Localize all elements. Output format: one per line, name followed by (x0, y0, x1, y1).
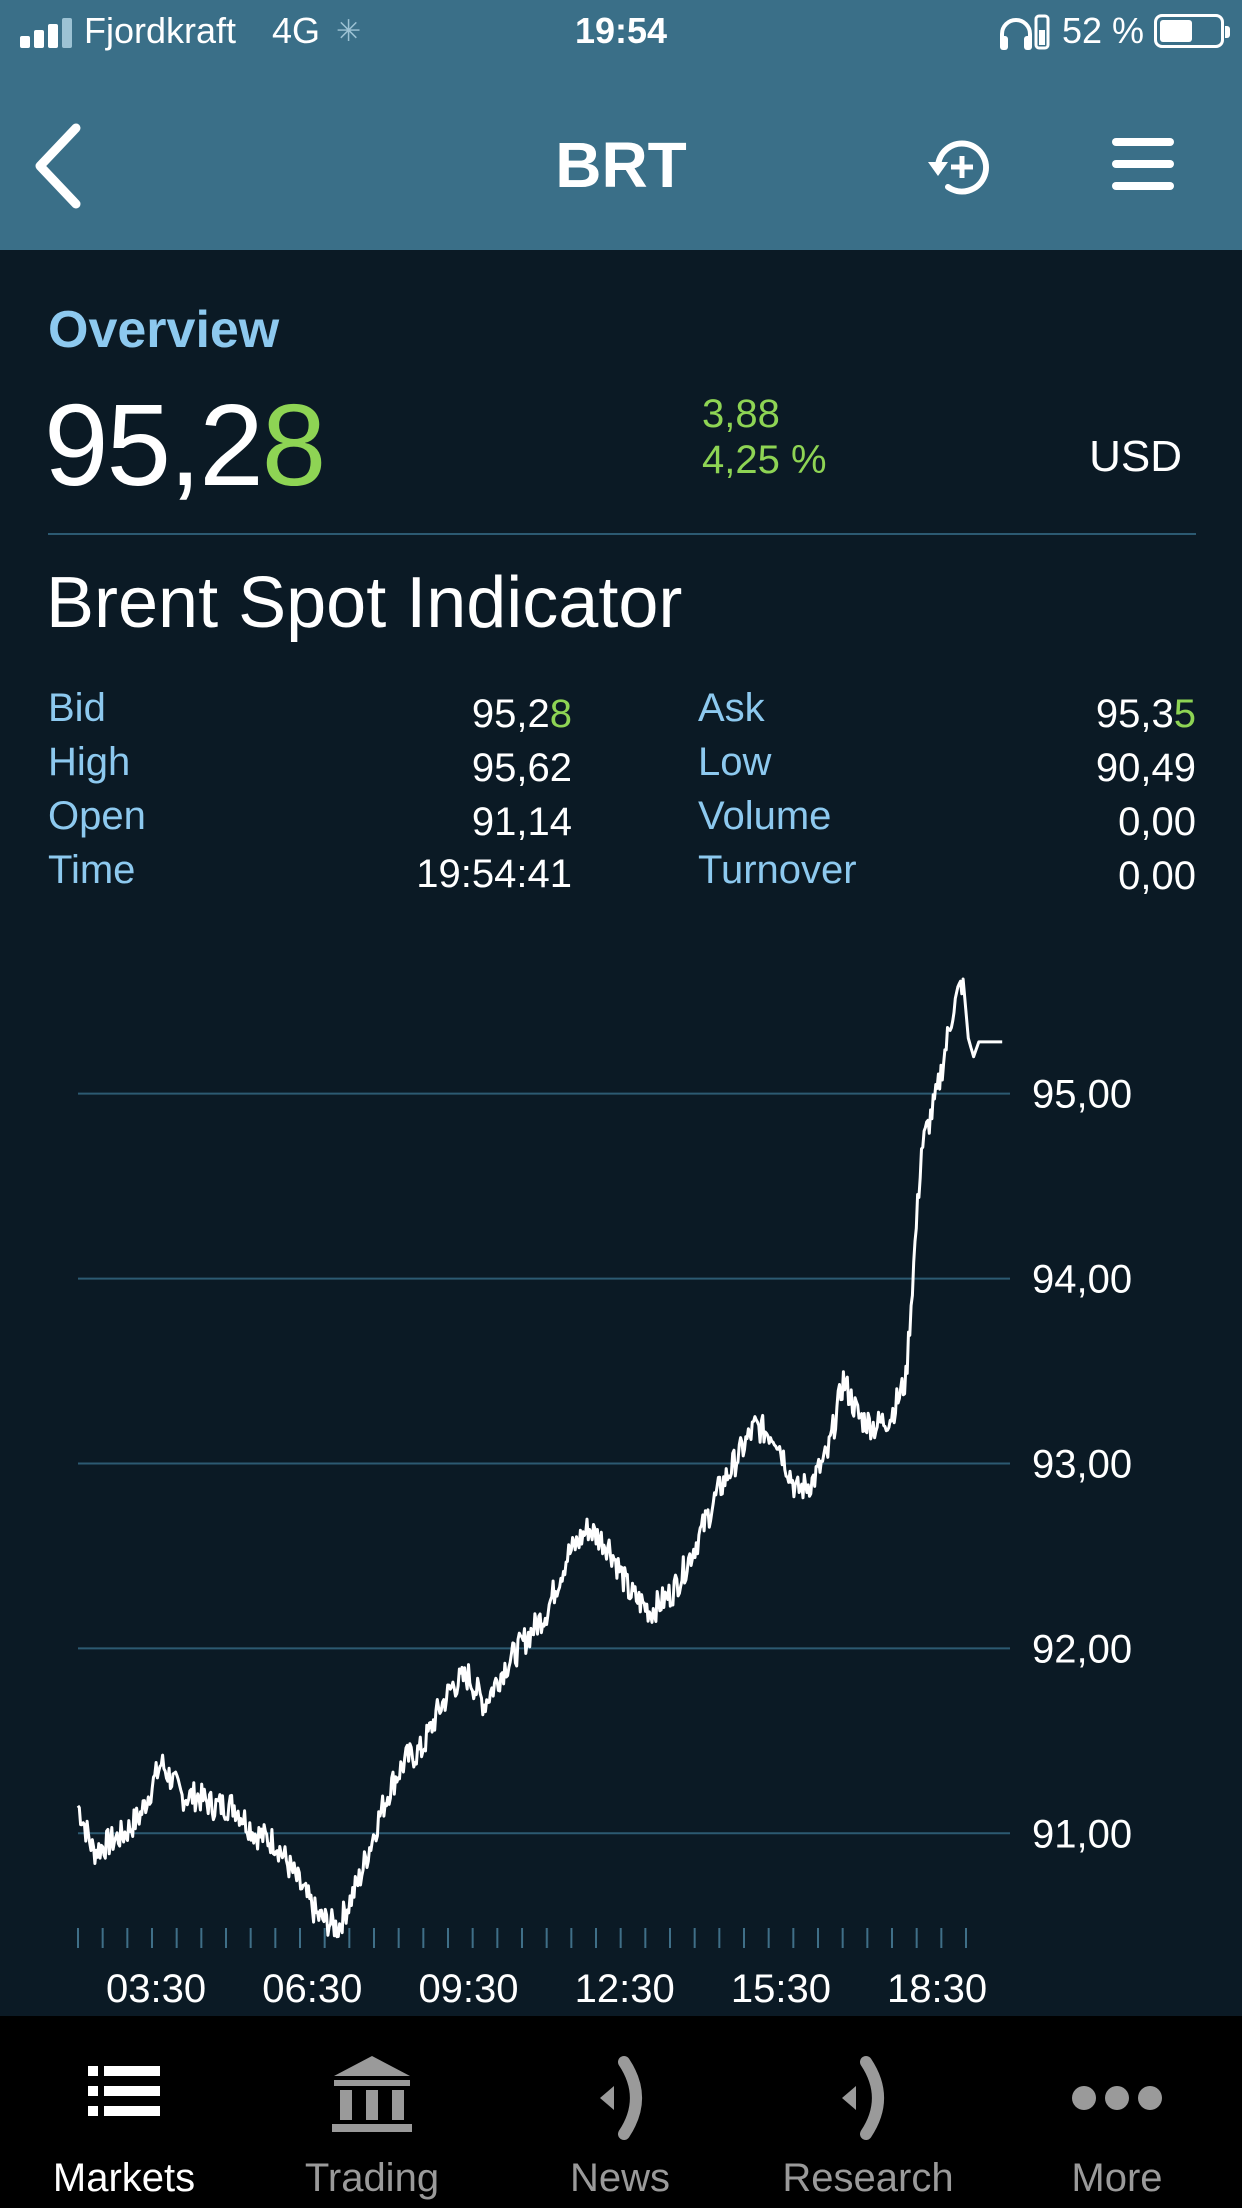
turnover-value: 0,00 (1118, 854, 1196, 898)
open-label: Open (48, 794, 146, 838)
x-tick-label: 15:30 (731, 1967, 831, 2011)
status-time: 19:54 (574, 10, 668, 51)
turnover-label: Turnover (698, 848, 857, 892)
x-tick-label: 09:30 (418, 1967, 518, 2011)
signal-strength-icon (20, 18, 76, 48)
tab-label: Research (782, 2156, 954, 2200)
last-price: 95,28 (44, 378, 327, 512)
tab-label: Trading (304, 2156, 440, 2200)
back-chevron-icon[interactable] (26, 118, 96, 214)
tab-markets[interactable]: Markets (0, 2016, 248, 2208)
ask-value-last-digit: 5 (1173, 692, 1196, 736)
high-label: High (48, 740, 131, 784)
activity-spinner-icon: ✳ (336, 15, 362, 48)
ask-value: 95,35 (1096, 692, 1196, 737)
volume-value: 0,00 (1118, 800, 1196, 844)
broadcast-icon (842, 2056, 884, 2140)
bid-label: Bid (48, 686, 106, 730)
overview-title: Overview (48, 301, 280, 359)
last-price-main: 95,2 (44, 380, 264, 510)
change-absolute: 3,88 (702, 392, 780, 436)
time-value: 19:54:41 (416, 852, 572, 896)
y-tick-label: 95,00 (1032, 1073, 1132, 1117)
broadcast-icon (600, 2056, 642, 2140)
network-type: 4G (272, 10, 321, 51)
bid-value-main: 95,2 (471, 692, 550, 736)
bank-icon (332, 2056, 412, 2132)
bid-value: 95,28 (472, 692, 572, 737)
status-bar: Fjordkraft 4G ✳ 19:54 52 % (0, 0, 1242, 64)
x-tick-label: 18:30 (887, 1967, 987, 2011)
tab-trading[interactable]: Trading (248, 2016, 496, 2208)
x-tick-label: 06:30 (262, 1967, 362, 2011)
hamburger-menu-icon[interactable] (1108, 136, 1178, 196)
tab-label: Markets (52, 2156, 196, 2200)
battery-icon (1154, 14, 1230, 48)
low-value: 90,49 (1095, 746, 1196, 790)
y-tick-label: 92,00 (1032, 1627, 1132, 1671)
ask-label: Ask (698, 686, 765, 730)
tab-label: More (1071, 2156, 1163, 2200)
tab-label: News (569, 2156, 671, 2200)
open-value: 91,14 (471, 800, 572, 844)
page-title: BRT (555, 129, 687, 201)
change-percent: 4,25 % (702, 438, 827, 482)
x-tick-label: 12:30 (575, 1967, 675, 2011)
instrument-name: Brent Spot Indicator (46, 563, 683, 643)
price-series-line (76, 977, 1003, 1939)
y-tick-label: 93,00 (1032, 1442, 1132, 1486)
carrier-name: Fjordkraft (84, 10, 237, 51)
y-tick-label: 94,00 (1032, 1258, 1132, 1302)
bid-value-last-digit: 8 (549, 692, 572, 736)
currency: USD (1089, 432, 1182, 481)
ask-value-main: 95,3 (1095, 692, 1174, 736)
list-icon (88, 2066, 160, 2116)
last-price-last-digit: 8 (261, 380, 327, 510)
tab-more[interactable]: More (992, 2016, 1242, 2208)
battery-percent: 52 % (1061, 10, 1144, 51)
more-dots-icon (1072, 2086, 1162, 2110)
tab-bar: Markets Trading News Research (0, 2016, 1242, 2208)
time-label: Time (48, 848, 136, 892)
high-value: 95,62 (471, 746, 572, 790)
x-tick-label: 03:30 (106, 1967, 206, 2011)
y-tick-label: 91,00 (1032, 1812, 1132, 1856)
volume-label: Volume (698, 794, 832, 838)
tab-news[interactable]: News (496, 2016, 744, 2208)
top-bar: Fjordkraft 4G ✳ 19:54 52 % BRT (0, 0, 1242, 250)
divider (48, 533, 1196, 535)
tab-research[interactable]: Research (744, 2016, 992, 2208)
low-label: Low (698, 740, 772, 784)
history-add-icon[interactable] (926, 132, 996, 202)
price-chart[interactable]: 95,00 94,00 93,00 92,00 91,00 03:30 06:30 09:30… (0, 940, 1242, 2020)
headphones-icon (1000, 14, 1050, 50)
